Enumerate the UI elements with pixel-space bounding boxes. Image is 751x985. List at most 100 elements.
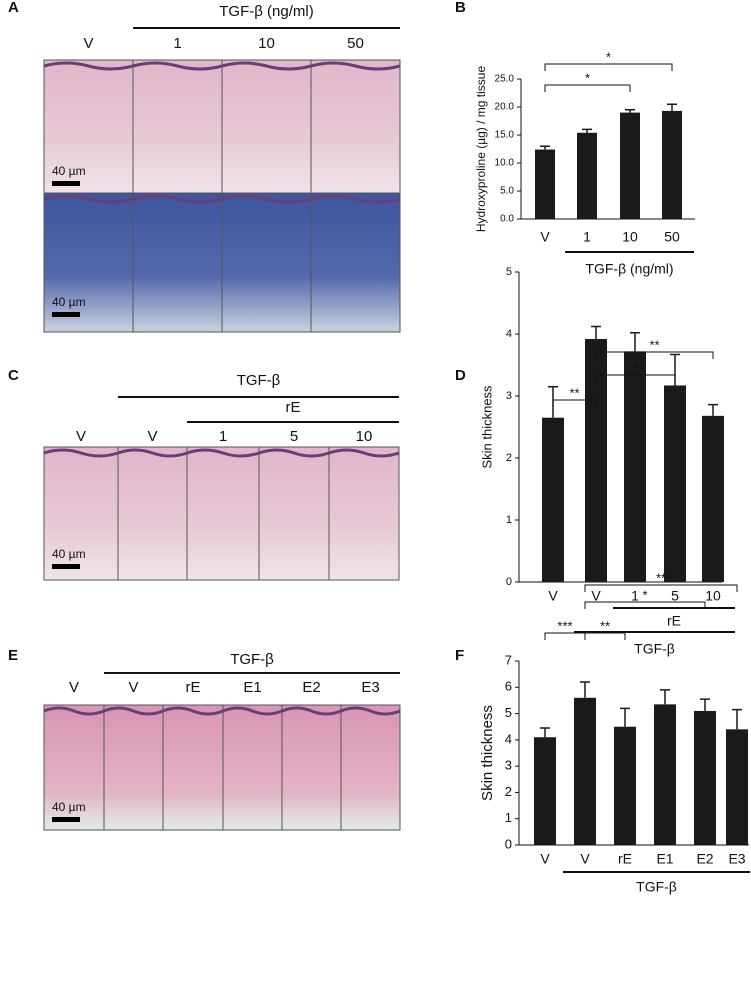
x-tick-label: E3 bbox=[728, 851, 745, 867]
scale-bar bbox=[52, 817, 80, 822]
epidermis bbox=[103, 706, 164, 716]
x-tick-label: E1 bbox=[656, 851, 673, 867]
scale-bar bbox=[52, 312, 80, 317]
epidermis bbox=[310, 61, 401, 71]
y-tick-label: 6 bbox=[505, 679, 512, 694]
error-bar bbox=[591, 325, 601, 339]
y-tick-label: 5 bbox=[505, 705, 512, 720]
scale-bar bbox=[52, 564, 80, 569]
error-bar bbox=[667, 103, 677, 111]
y-tick-label: 2 bbox=[505, 784, 512, 799]
error-bar bbox=[540, 145, 550, 150]
lane-label: 1 bbox=[173, 35, 181, 52]
significance-bracket bbox=[552, 399, 597, 407]
histology-image bbox=[221, 59, 312, 194]
scale-label: 40 µm bbox=[52, 295, 86, 309]
y-tick-label: 4 bbox=[505, 731, 512, 746]
significance-bracket bbox=[544, 63, 673, 71]
treatment-label: TGF-β bbox=[237, 372, 281, 389]
epidermis bbox=[43, 448, 119, 458]
y-tick-label: 0.0 bbox=[500, 214, 514, 225]
x-tick-label: V bbox=[548, 588, 558, 604]
y-tick-label: 5 bbox=[506, 266, 512, 278]
bar bbox=[726, 729, 748, 845]
significance-label: ** bbox=[649, 337, 659, 352]
group-label: TGF-β (ng/ml) bbox=[585, 261, 673, 277]
group-label: TGF-β bbox=[634, 641, 675, 657]
significance-bracket bbox=[584, 584, 738, 592]
histology-image bbox=[310, 192, 401, 333]
y-axis-label: Skin thickness bbox=[479, 385, 494, 469]
x-tick-label: E2 bbox=[696, 851, 713, 867]
significance-label: * bbox=[633, 360, 638, 375]
group-label: rE bbox=[667, 613, 681, 629]
significance-bracket bbox=[595, 351, 714, 359]
x-tick-label: rE bbox=[618, 851, 632, 867]
bar bbox=[534, 737, 556, 845]
lane-label: rE bbox=[186, 679, 201, 696]
y-tick-label: 0 bbox=[505, 836, 512, 851]
error-bar bbox=[620, 707, 630, 727]
histology-image bbox=[340, 704, 401, 831]
histology-image bbox=[43, 704, 105, 831]
treatment-label: rE bbox=[286, 399, 301, 416]
significance-label: ** bbox=[569, 385, 579, 400]
scale-label: 40 µm bbox=[52, 547, 86, 561]
panel-letter: B bbox=[455, 0, 466, 16]
x-tick-label: V bbox=[591, 588, 601, 604]
lane-label: V bbox=[76, 428, 86, 445]
y-axis-label: Hydroxyproline (µg) / mg tissue bbox=[474, 66, 488, 233]
histology-image bbox=[43, 446, 119, 581]
error-bar bbox=[625, 109, 635, 113]
x-tick-label: V bbox=[540, 851, 550, 867]
y-tick-label: 15.0 bbox=[495, 130, 515, 141]
error-bar bbox=[700, 698, 710, 711]
y-tick-label: 1 bbox=[505, 810, 512, 825]
error-bar bbox=[630, 332, 640, 352]
bar bbox=[624, 351, 646, 582]
error-bar bbox=[582, 128, 592, 133]
error-bar bbox=[580, 681, 590, 698]
error-bar bbox=[660, 689, 670, 705]
x-tick-label: V bbox=[580, 851, 590, 867]
panel-letter: F bbox=[455, 647, 464, 664]
panel-letter: A bbox=[8, 0, 19, 16]
treatment-label: TGF-β (ng/ml) bbox=[219, 3, 313, 20]
scale-label: 40 µm bbox=[52, 164, 86, 178]
epidermis bbox=[162, 706, 224, 716]
y-tick-label: 2 bbox=[506, 452, 512, 464]
bar bbox=[620, 112, 640, 219]
panel-letter: C bbox=[8, 367, 19, 384]
bar bbox=[702, 415, 724, 582]
epidermis bbox=[258, 448, 330, 458]
x-tick-label: 10 bbox=[705, 588, 721, 604]
epidermis bbox=[221, 194, 312, 204]
significance-bracket bbox=[544, 632, 586, 640]
bar bbox=[535, 149, 555, 219]
bar bbox=[654, 704, 676, 845]
significance-label: * bbox=[585, 70, 590, 85]
lane-label: V bbox=[128, 679, 138, 696]
error-bar bbox=[732, 708, 742, 730]
lane-label: 50 bbox=[347, 35, 364, 52]
x-tick-label: 5 bbox=[671, 588, 679, 604]
y-tick-label: 1 bbox=[506, 514, 512, 526]
scale-label: 40 µm bbox=[52, 800, 86, 814]
error-bar bbox=[708, 403, 718, 416]
epidermis bbox=[43, 706, 105, 716]
significance-bracket bbox=[584, 601, 706, 609]
significance-bracket bbox=[595, 374, 676, 382]
y-tick-label: 3 bbox=[505, 758, 512, 773]
lane-label: 10 bbox=[356, 428, 373, 445]
x-tick-label: 1 bbox=[631, 588, 639, 604]
lane-label: 1 bbox=[219, 428, 227, 445]
y-tick-label: 25.0 bbox=[495, 74, 515, 85]
x-tick-label: 50 bbox=[664, 229, 680, 245]
histology-image bbox=[258, 446, 330, 581]
bar bbox=[614, 726, 636, 845]
significance-label: * bbox=[606, 49, 611, 64]
treatment-label: TGF-β bbox=[230, 651, 274, 668]
epidermis bbox=[132, 194, 223, 204]
x-tick-label: 1 bbox=[583, 229, 591, 245]
